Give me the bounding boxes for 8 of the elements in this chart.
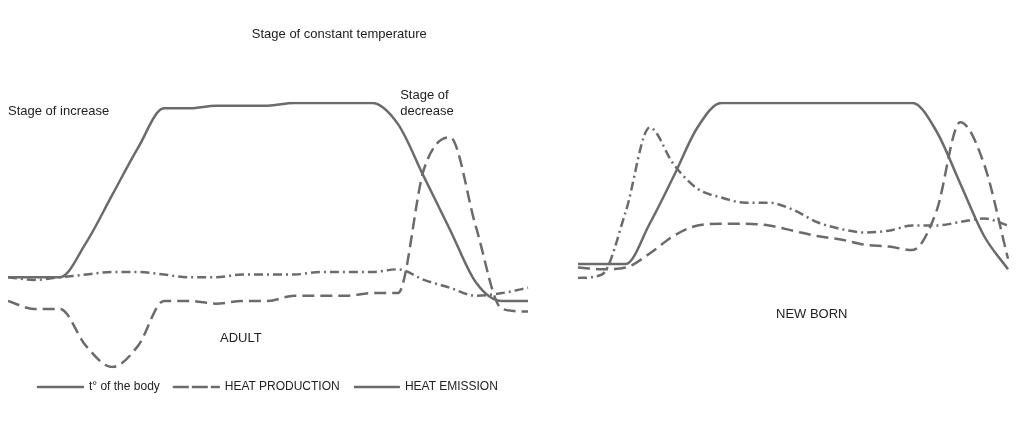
annotation: ADULT	[220, 330, 262, 346]
annotation: Stage of increase	[8, 103, 110, 119]
text: Stage of constant temperature	[251, 26, 427, 42]
legend-label: HEAT EMISSION	[404, 379, 498, 394]
annotation: Stage of decrease	[400, 87, 454, 119]
legend-label: HEAT PRODUCTION	[224, 379, 340, 394]
legend-label: t° of the body	[88, 379, 160, 394]
text: NEW BORN	[776, 305, 848, 321]
